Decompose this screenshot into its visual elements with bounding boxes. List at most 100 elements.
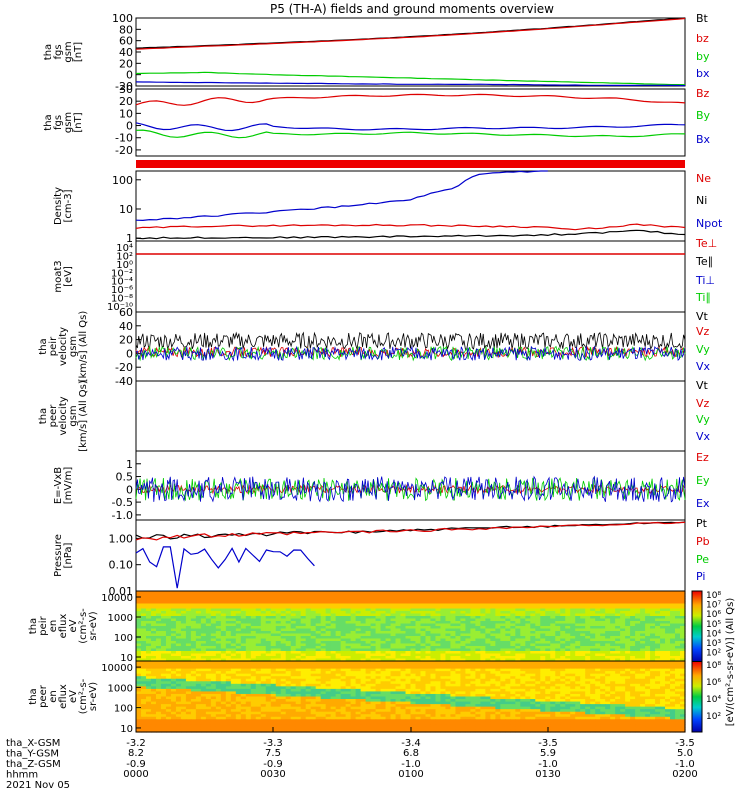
legend-vx: Vx: [696, 360, 711, 373]
series-line-Bz: [136, 94, 685, 105]
colorbar-tick-label: 10⁵: [706, 620, 721, 630]
legend-npot: Npot: [696, 217, 723, 230]
y-tick-label: 1: [126, 458, 133, 471]
series-line-Bt: [136, 18, 685, 48]
legend-ti⊥: Ti⊥: [695, 274, 715, 287]
x-tick-label: 5.9: [540, 748, 556, 759]
legend-bz: Bz: [696, 87, 710, 100]
panel-frame: [136, 89, 685, 156]
panel-frame: [136, 18, 685, 86]
legend-vx: Vx: [696, 430, 711, 443]
x-row-label: tha_X-GSM: [6, 738, 60, 749]
legend-by: by: [696, 50, 710, 63]
y-tick-label: 1.00: [109, 532, 134, 545]
panel-frame: [136, 171, 685, 241]
y-tick-label: 0.5: [116, 471, 134, 484]
x-row-label: 2021 Nov 05: [6, 780, 70, 791]
legend-te⊥: Te⊥: [695, 237, 717, 250]
y-tick-label: 20: [119, 95, 133, 108]
legend-ni: Ni: [696, 194, 707, 207]
y-tick-label: 0: [126, 347, 133, 360]
colorbar-tick-label: 10²: [706, 712, 721, 722]
y-axis-label: [cm-3]: [63, 189, 74, 222]
y-tick-label: -0.5: [112, 496, 133, 509]
legend-bx: bx: [696, 67, 710, 80]
colorbar-tick-label: 10⁷: [706, 601, 721, 611]
legend-vy: Vy: [696, 343, 710, 356]
y-axis-label: sr-eV): [88, 611, 99, 640]
y-tick-label: 100: [112, 174, 133, 187]
y-axis-label: [mV/m]: [63, 467, 74, 505]
colorbar-tick-label: 10⁶: [706, 610, 721, 620]
colorbar-tick-label: 10⁸: [706, 591, 721, 601]
y-tick-label: 100: [114, 704, 133, 715]
plot-title: P5 (TH-A) fields and ground moments over…: [270, 2, 554, 16]
panel-frame: [136, 241, 685, 312]
x-row-label: tha_Z-GSM: [6, 759, 61, 770]
series-line-Ni: [136, 230, 685, 238]
x-tick-label: 0100: [398, 769, 423, 780]
colorbar-peir: [692, 591, 702, 662]
y-axis-label: sr-eV): [88, 682, 99, 711]
legend-vt: Vt: [696, 310, 709, 323]
y-tick-label: -20: [115, 361, 133, 374]
y-axis-label: [nPa]: [63, 542, 74, 568]
y-axis-label: [nT]: [73, 112, 84, 132]
density-saturation-bar: [136, 160, 685, 168]
legend-ez: Ez: [696, 451, 709, 464]
colorbar-label: [eV/(cm²-s-sr-eV)] (All Qs): [725, 598, 736, 727]
y-tick-label: 10: [120, 724, 133, 735]
x-tick-label: 8.2: [128, 748, 144, 759]
legend-ti∥: Ti∥: [695, 291, 711, 304]
y-tick-label: 30: [119, 83, 133, 96]
y-axis-label: [nT]: [73, 42, 84, 62]
y-tick-label: -40: [115, 375, 133, 388]
legend-pe: Pe: [696, 553, 709, 566]
legend-ex: Ex: [696, 497, 710, 510]
series-line-Pi: [136, 547, 314, 588]
legend-vy: Vy: [696, 413, 710, 426]
legend-bz: bz: [696, 32, 709, 45]
y-tick-label: -10: [115, 132, 133, 145]
y-axis-label: [km/s] (All Qs): [78, 380, 89, 452]
y-tick-label: 0: [126, 120, 133, 133]
y-tick-label: 10: [119, 203, 133, 216]
legend-te∥: Te∥: [695, 255, 713, 268]
legend-by: By: [696, 109, 711, 122]
legend-bx: Bx: [696, 133, 711, 146]
colorbar-tick-label: 10²: [706, 649, 721, 659]
x-tick-label: 7.5: [265, 748, 281, 759]
y-tick-label: 20: [119, 334, 133, 347]
series-line-Bx: [136, 123, 685, 131]
legend-pt: Pt: [696, 517, 708, 530]
x-row-label: hhmm: [6, 770, 38, 781]
series-line-Npot: [136, 171, 548, 220]
x-tick-label: 0200: [672, 769, 697, 780]
y-tick-label: 1000: [108, 613, 133, 624]
y-tick-label: 10000: [101, 663, 133, 674]
legend-vt: Vt: [696, 379, 709, 392]
series-line-By: [136, 130, 685, 138]
y-tick-label: 0: [126, 483, 133, 496]
colorbar-tick-label: 10⁶: [706, 678, 721, 688]
panel-4: 10⁴10²10⁰10⁻²10⁻⁴10⁻⁶10⁻⁸10⁻¹⁰moat3[eV]T…: [53, 237, 717, 313]
y-tick-label: 0.10: [109, 559, 134, 572]
y-tick-label: -1.0: [112, 509, 133, 522]
legend-vz: Vz: [696, 397, 710, 410]
y-tick-label: 10000: [101, 593, 133, 604]
y-axis-label: [eV]: [63, 266, 74, 287]
y-tick-label: 100: [114, 633, 133, 644]
x-tick-label: 0030: [260, 769, 285, 780]
x-tick-label: 6.8: [403, 748, 419, 759]
legend-vz: Vz: [696, 325, 710, 338]
x-tick-label: 0130: [535, 769, 560, 780]
legend-bt: Bt: [696, 12, 709, 25]
